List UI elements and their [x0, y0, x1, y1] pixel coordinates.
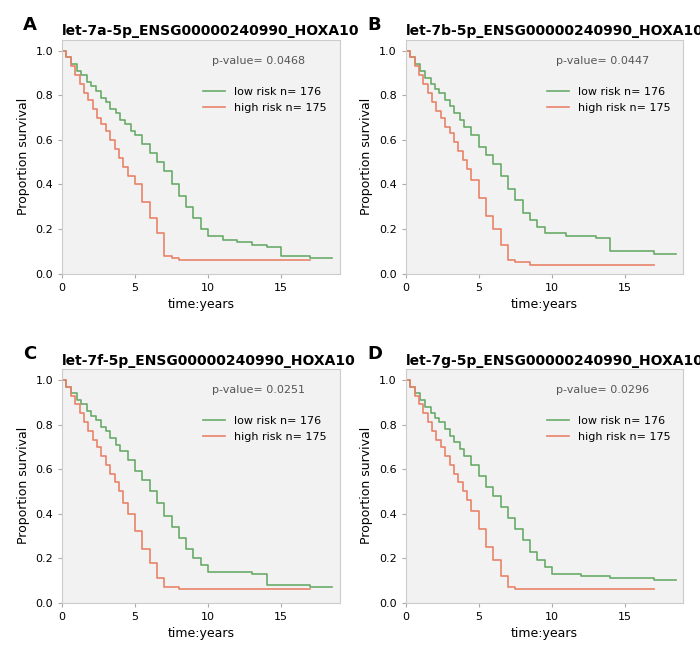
- Legend: low risk n= 176, high risk n= 175: low risk n= 176, high risk n= 175: [199, 83, 331, 117]
- Text: let-7a-5p_ENSG00000240990_HOXA10: let-7a-5p_ENSG00000240990_HOXA10: [62, 24, 360, 39]
- Text: p-value= 0.0447: p-value= 0.0447: [556, 56, 649, 66]
- Text: D: D: [367, 346, 382, 363]
- Legend: low risk n= 176, high risk n= 175: low risk n= 176, high risk n= 175: [542, 83, 675, 117]
- Text: A: A: [23, 16, 37, 34]
- Y-axis label: Proportion survival: Proportion survival: [17, 427, 29, 545]
- Y-axis label: Proportion survival: Proportion survival: [360, 98, 373, 215]
- X-axis label: time:years: time:years: [167, 627, 234, 641]
- Y-axis label: Proportion survival: Proportion survival: [17, 98, 29, 215]
- Legend: low risk n= 176, high risk n= 175: low risk n= 176, high risk n= 175: [199, 412, 331, 446]
- Text: p-value= 0.0296: p-value= 0.0296: [556, 385, 649, 396]
- Text: B: B: [367, 16, 381, 34]
- Y-axis label: Proportion survival: Proportion survival: [360, 427, 373, 545]
- Text: p-value= 0.0468: p-value= 0.0468: [212, 56, 305, 66]
- Text: let-7g-5p_ENSG00000240990_HOXA10: let-7g-5p_ENSG00000240990_HOXA10: [406, 353, 700, 368]
- Legend: low risk n= 176, high risk n= 175: low risk n= 176, high risk n= 175: [542, 412, 675, 446]
- X-axis label: time:years: time:years: [167, 298, 234, 311]
- X-axis label: time:years: time:years: [511, 298, 578, 311]
- Text: let-7b-5p_ENSG00000240990_HOXA10: let-7b-5p_ENSG00000240990_HOXA10: [406, 24, 700, 39]
- Text: C: C: [23, 346, 36, 363]
- X-axis label: time:years: time:years: [511, 627, 578, 641]
- Text: p-value= 0.0251: p-value= 0.0251: [212, 385, 305, 396]
- Text: let-7f-5p_ENSG00000240990_HOXA10: let-7f-5p_ENSG00000240990_HOXA10: [62, 353, 356, 368]
